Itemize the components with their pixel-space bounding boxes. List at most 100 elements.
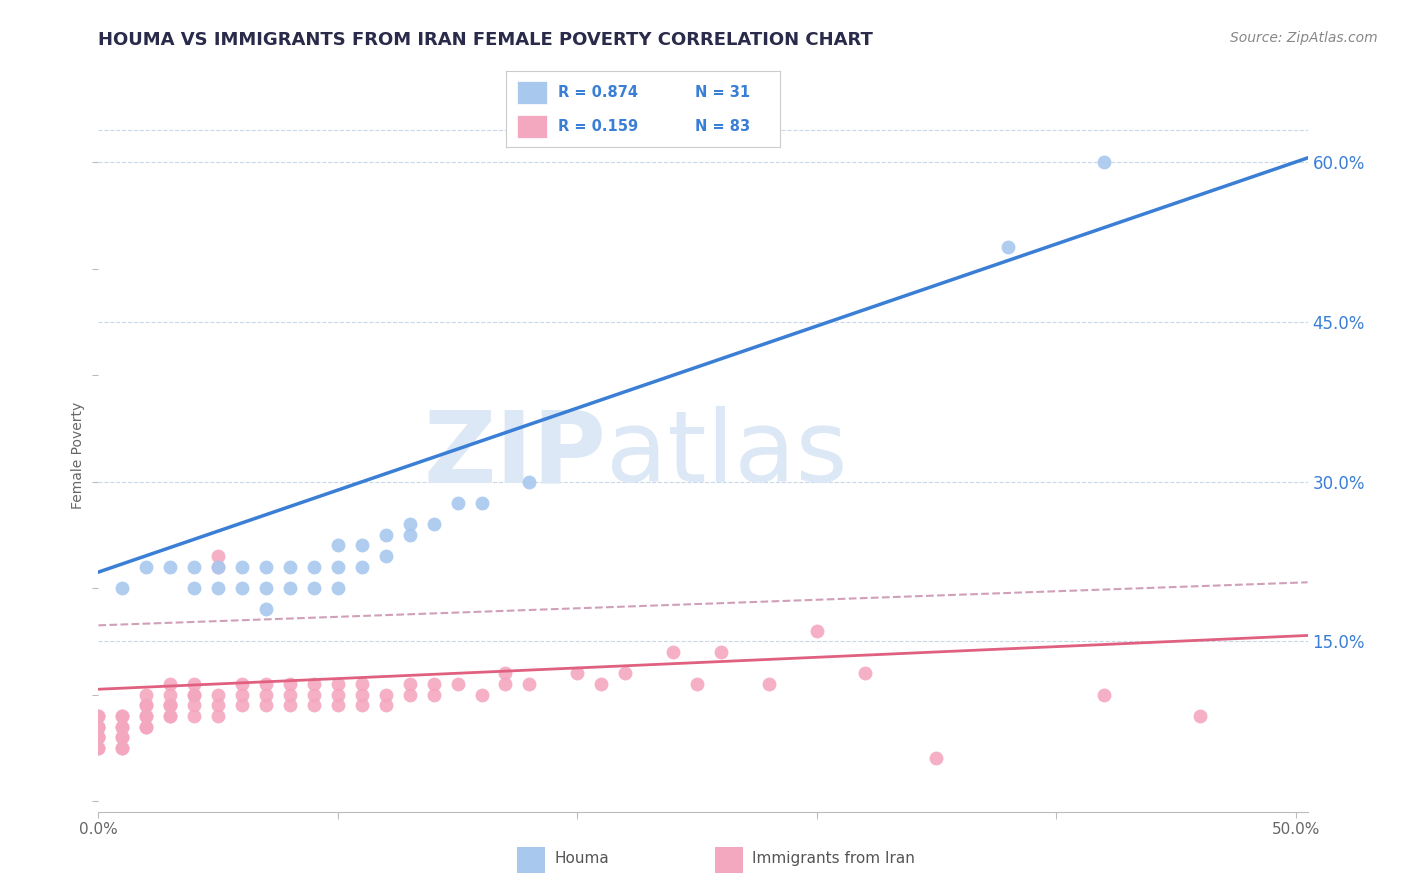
- Point: [183, 677, 205, 691]
- Text: N = 83: N = 83: [696, 120, 751, 134]
- Point: [326, 677, 349, 691]
- Point: [183, 581, 205, 595]
- Point: [495, 677, 517, 691]
- Point: [254, 559, 277, 574]
- Point: [374, 698, 396, 713]
- Point: [758, 677, 780, 691]
- Point: [87, 719, 110, 733]
- FancyBboxPatch shape: [517, 847, 546, 872]
- Point: [207, 559, 229, 574]
- Point: [398, 517, 420, 532]
- Point: [207, 709, 229, 723]
- Point: [398, 677, 420, 691]
- Point: [710, 645, 733, 659]
- Point: [350, 559, 373, 574]
- Point: [135, 719, 157, 733]
- Point: [374, 549, 396, 563]
- Point: [278, 677, 301, 691]
- Point: [567, 666, 589, 681]
- Point: [278, 698, 301, 713]
- Point: [111, 730, 134, 744]
- Point: [446, 677, 468, 691]
- Point: [135, 709, 157, 723]
- Point: [591, 677, 613, 691]
- Point: [326, 581, 349, 595]
- Point: [254, 698, 277, 713]
- Point: [614, 666, 637, 681]
- Point: [87, 730, 110, 744]
- Point: [183, 688, 205, 702]
- Point: [925, 751, 948, 765]
- Text: atlas: atlas: [606, 407, 848, 503]
- Point: [302, 559, 325, 574]
- Point: [398, 688, 420, 702]
- Point: [159, 688, 181, 702]
- Point: [207, 549, 229, 563]
- Point: [135, 709, 157, 723]
- Point: [374, 688, 396, 702]
- Point: [183, 688, 205, 702]
- Point: [159, 709, 181, 723]
- Point: [87, 719, 110, 733]
- Y-axis label: Female Poverty: Female Poverty: [70, 401, 84, 508]
- Point: [495, 666, 517, 681]
- Point: [254, 581, 277, 595]
- Text: ZIP: ZIP: [423, 407, 606, 503]
- Point: [159, 698, 181, 713]
- Point: [159, 698, 181, 713]
- Point: [374, 528, 396, 542]
- Point: [853, 666, 876, 681]
- FancyBboxPatch shape: [716, 847, 744, 872]
- Point: [302, 698, 325, 713]
- Point: [302, 581, 325, 595]
- Point: [686, 677, 709, 691]
- Point: [997, 240, 1019, 254]
- Point: [87, 709, 110, 723]
- Point: [207, 559, 229, 574]
- Point: [87, 719, 110, 733]
- Point: [1092, 688, 1115, 702]
- Point: [183, 559, 205, 574]
- Point: [350, 538, 373, 552]
- Point: [422, 677, 444, 691]
- Point: [422, 517, 444, 532]
- Text: R = 0.159: R = 0.159: [558, 120, 638, 134]
- Point: [111, 740, 134, 755]
- Point: [231, 688, 253, 702]
- Point: [159, 559, 181, 574]
- Point: [302, 688, 325, 702]
- Point: [350, 698, 373, 713]
- Point: [135, 688, 157, 702]
- Point: [87, 709, 110, 723]
- Point: [135, 559, 157, 574]
- Point: [278, 688, 301, 702]
- Point: [231, 581, 253, 595]
- Point: [135, 698, 157, 713]
- Point: [135, 698, 157, 713]
- Point: [111, 709, 134, 723]
- Point: [207, 581, 229, 595]
- Point: [254, 677, 277, 691]
- Point: [350, 677, 373, 691]
- Point: [446, 496, 468, 510]
- Point: [662, 645, 685, 659]
- Point: [398, 528, 420, 542]
- Point: [302, 677, 325, 691]
- Point: [111, 709, 134, 723]
- FancyBboxPatch shape: [517, 115, 547, 138]
- Point: [111, 740, 134, 755]
- Text: Houma: Houma: [554, 851, 609, 866]
- Point: [231, 559, 253, 574]
- Point: [254, 688, 277, 702]
- Point: [183, 698, 205, 713]
- Point: [231, 677, 253, 691]
- Point: [111, 719, 134, 733]
- Point: [87, 730, 110, 744]
- Point: [207, 688, 229, 702]
- Point: [326, 688, 349, 702]
- Point: [231, 698, 253, 713]
- Text: R = 0.874: R = 0.874: [558, 85, 638, 100]
- Point: [350, 688, 373, 702]
- Point: [326, 698, 349, 713]
- Point: [470, 496, 492, 510]
